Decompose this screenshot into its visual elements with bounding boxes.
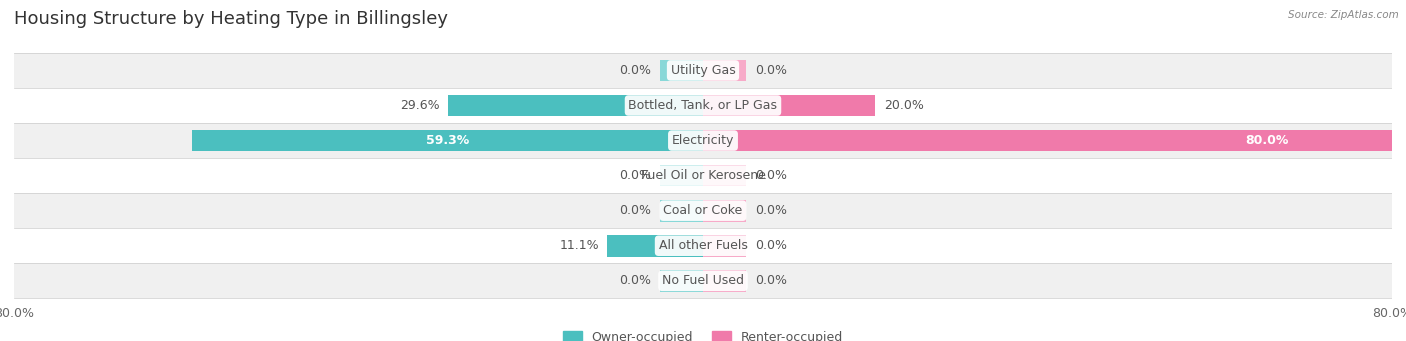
Bar [14,88,1392,123]
Bar [703,270,747,292]
Bar [14,228,1392,263]
Bar [14,158,1392,193]
Text: 59.3%: 59.3% [426,134,470,147]
Bar [659,200,703,222]
Bar [703,60,747,81]
Bar [659,235,703,257]
Bar [193,130,703,151]
Text: Bottled, Tank, or LP Gas: Bottled, Tank, or LP Gas [628,99,778,112]
Text: Coal or Coke: Coal or Coke [664,204,742,217]
Bar [449,94,703,116]
Bar [659,94,703,116]
Text: Housing Structure by Heating Type in Billingsley: Housing Structure by Heating Type in Bil… [14,10,449,28]
Bar [14,53,1392,88]
Bar [703,130,747,151]
Bar [703,200,747,222]
Text: 29.6%: 29.6% [399,99,440,112]
Bar [703,94,875,116]
Bar [659,130,703,151]
Bar [14,193,1392,228]
Text: 0.0%: 0.0% [619,274,651,287]
Bar [659,270,703,292]
Bar [703,130,1392,151]
Text: 0.0%: 0.0% [755,64,787,77]
Bar [14,263,1392,298]
Text: 11.1%: 11.1% [560,239,599,252]
Text: 80.0%: 80.0% [1246,134,1289,147]
Text: Utility Gas: Utility Gas [671,64,735,77]
Text: 0.0%: 0.0% [755,274,787,287]
Text: 0.0%: 0.0% [619,204,651,217]
Legend: Owner-occupied, Renter-occupied: Owner-occupied, Renter-occupied [558,326,848,341]
Text: 0.0%: 0.0% [619,64,651,77]
Text: 20.0%: 20.0% [884,99,924,112]
Text: No Fuel Used: No Fuel Used [662,274,744,287]
Bar [659,165,703,187]
Text: 0.0%: 0.0% [755,169,787,182]
Text: 0.0%: 0.0% [755,239,787,252]
Text: Fuel Oil or Kerosene: Fuel Oil or Kerosene [641,169,765,182]
Bar [659,60,703,81]
Bar [607,235,703,257]
Bar [703,235,747,257]
Text: Electricity: Electricity [672,134,734,147]
Bar [703,94,747,116]
Text: Source: ZipAtlas.com: Source: ZipAtlas.com [1288,10,1399,20]
Text: All other Fuels: All other Fuels [658,239,748,252]
Text: 0.0%: 0.0% [755,204,787,217]
Text: 0.0%: 0.0% [619,169,651,182]
Bar [14,123,1392,158]
Bar [703,165,747,187]
